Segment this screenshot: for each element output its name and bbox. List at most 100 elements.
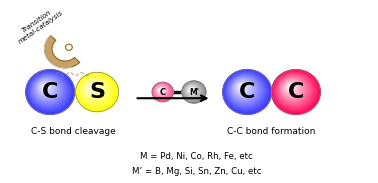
Circle shape (183, 82, 205, 102)
Circle shape (82, 78, 109, 103)
Circle shape (84, 80, 105, 99)
Circle shape (91, 86, 93, 89)
Circle shape (285, 82, 298, 94)
Circle shape (85, 81, 102, 97)
Circle shape (33, 76, 64, 104)
Circle shape (39, 82, 52, 94)
Circle shape (155, 85, 168, 97)
Circle shape (158, 87, 164, 93)
Circle shape (186, 85, 199, 97)
Circle shape (235, 81, 251, 96)
Circle shape (189, 87, 195, 93)
Circle shape (90, 86, 94, 89)
Circle shape (277, 75, 311, 106)
Circle shape (86, 82, 101, 95)
Circle shape (282, 79, 303, 99)
Circle shape (287, 84, 295, 91)
Circle shape (88, 84, 98, 93)
Circle shape (225, 71, 268, 112)
Circle shape (90, 85, 95, 90)
Circle shape (229, 76, 260, 104)
Circle shape (229, 75, 261, 105)
Circle shape (236, 82, 249, 94)
Circle shape (288, 85, 293, 89)
Circle shape (85, 81, 103, 98)
Circle shape (231, 77, 257, 101)
Circle shape (189, 88, 194, 92)
Circle shape (157, 87, 166, 95)
Circle shape (155, 85, 169, 98)
Circle shape (284, 81, 300, 96)
Circle shape (39, 81, 53, 95)
Text: C-S bond cleavage: C-S bond cleavage (31, 127, 116, 136)
Circle shape (235, 81, 250, 95)
Circle shape (159, 88, 162, 92)
Circle shape (289, 85, 292, 88)
Circle shape (87, 83, 100, 94)
Circle shape (185, 84, 200, 98)
Circle shape (274, 72, 315, 110)
Circle shape (228, 75, 262, 106)
Circle shape (156, 86, 166, 95)
Circle shape (78, 74, 115, 109)
Circle shape (185, 84, 201, 98)
Circle shape (76, 72, 119, 112)
Circle shape (223, 70, 271, 113)
Circle shape (234, 80, 253, 98)
Circle shape (283, 80, 301, 97)
Circle shape (183, 82, 204, 102)
Circle shape (232, 79, 255, 100)
Circle shape (240, 85, 243, 88)
Circle shape (184, 83, 203, 100)
Circle shape (155, 85, 169, 97)
Circle shape (271, 70, 320, 114)
Circle shape (35, 78, 59, 100)
Circle shape (152, 82, 173, 102)
Circle shape (156, 86, 167, 96)
Circle shape (225, 72, 268, 111)
Circle shape (157, 87, 165, 94)
Text: C: C (42, 82, 58, 102)
Text: C: C (160, 87, 166, 96)
Circle shape (279, 76, 308, 103)
Circle shape (188, 87, 196, 94)
Circle shape (154, 84, 170, 99)
Circle shape (182, 81, 205, 103)
Circle shape (27, 71, 73, 113)
Text: C-C bond formation: C-C bond formation (227, 127, 316, 136)
Circle shape (278, 75, 310, 105)
Circle shape (158, 88, 163, 92)
Circle shape (43, 85, 46, 88)
Circle shape (189, 88, 194, 92)
Circle shape (37, 80, 55, 97)
Circle shape (285, 83, 297, 93)
Circle shape (65, 44, 72, 50)
Circle shape (82, 78, 108, 102)
Circle shape (228, 74, 263, 107)
Circle shape (78, 75, 114, 108)
Circle shape (182, 81, 206, 103)
Circle shape (273, 71, 318, 113)
Circle shape (42, 84, 48, 90)
Circle shape (38, 81, 54, 96)
Circle shape (234, 80, 252, 97)
Circle shape (158, 88, 164, 93)
Circle shape (156, 86, 167, 96)
Circle shape (226, 73, 265, 109)
Circle shape (76, 73, 118, 111)
Text: M': M' (189, 87, 199, 96)
Circle shape (223, 70, 271, 114)
Circle shape (187, 85, 198, 96)
Circle shape (284, 81, 299, 95)
Circle shape (154, 84, 170, 99)
Circle shape (160, 89, 161, 90)
Circle shape (153, 83, 172, 100)
Circle shape (190, 88, 193, 91)
Circle shape (158, 88, 163, 92)
Circle shape (28, 71, 71, 112)
Circle shape (186, 85, 198, 96)
Circle shape (79, 76, 112, 106)
Circle shape (26, 70, 74, 113)
Circle shape (34, 77, 60, 101)
Circle shape (153, 83, 172, 101)
